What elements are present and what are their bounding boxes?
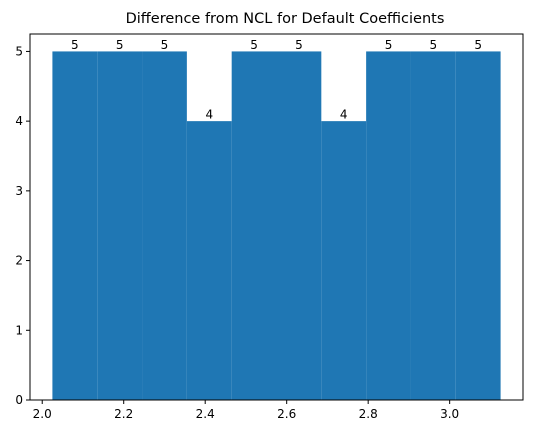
histogram-bar	[187, 121, 232, 400]
bar-value-label: 4	[205, 108, 213, 122]
histogram-bar	[97, 51, 142, 400]
y-tick-label: 4	[15, 114, 23, 128]
x-tick-label: 2.8	[359, 407, 378, 421]
bar-value-label: 5	[474, 38, 482, 52]
bar-value-label: 5	[161, 38, 169, 52]
histogram-bar	[277, 51, 322, 400]
histogram-bar	[411, 51, 456, 400]
y-tick-label: 0	[15, 393, 23, 407]
y-tick-label: 2	[15, 254, 23, 268]
bar-value-label: 5	[71, 38, 79, 52]
bar-value-label: 5	[116, 38, 124, 52]
y-tick-label: 5	[15, 44, 23, 58]
x-tick-label: 3.0	[440, 407, 459, 421]
histogram-bar	[52, 51, 97, 400]
bar-value-label: 5	[250, 38, 258, 52]
histogram-bar	[321, 121, 366, 400]
bar-value-label: 5	[430, 38, 438, 52]
y-tick-label: 3	[15, 184, 23, 198]
bar-value-label: 5	[385, 38, 393, 52]
x-tick-label: 2.6	[277, 407, 296, 421]
histogram-bar	[366, 51, 411, 400]
chart-title: Difference from NCL for Default Coeffici…	[126, 11, 445, 27]
bars-group	[52, 51, 500, 400]
x-tick-label: 2.2	[114, 407, 133, 421]
histogram-bar	[456, 51, 501, 400]
y-tick-label: 1	[15, 323, 23, 337]
histogram-bar	[142, 51, 187, 400]
histogram-bar	[232, 51, 277, 400]
x-tick-label: 2.0	[33, 407, 52, 421]
bar-value-label: 5	[295, 38, 303, 52]
bar-value-label: 4	[340, 108, 348, 122]
x-tick-label: 2.4	[196, 407, 215, 421]
